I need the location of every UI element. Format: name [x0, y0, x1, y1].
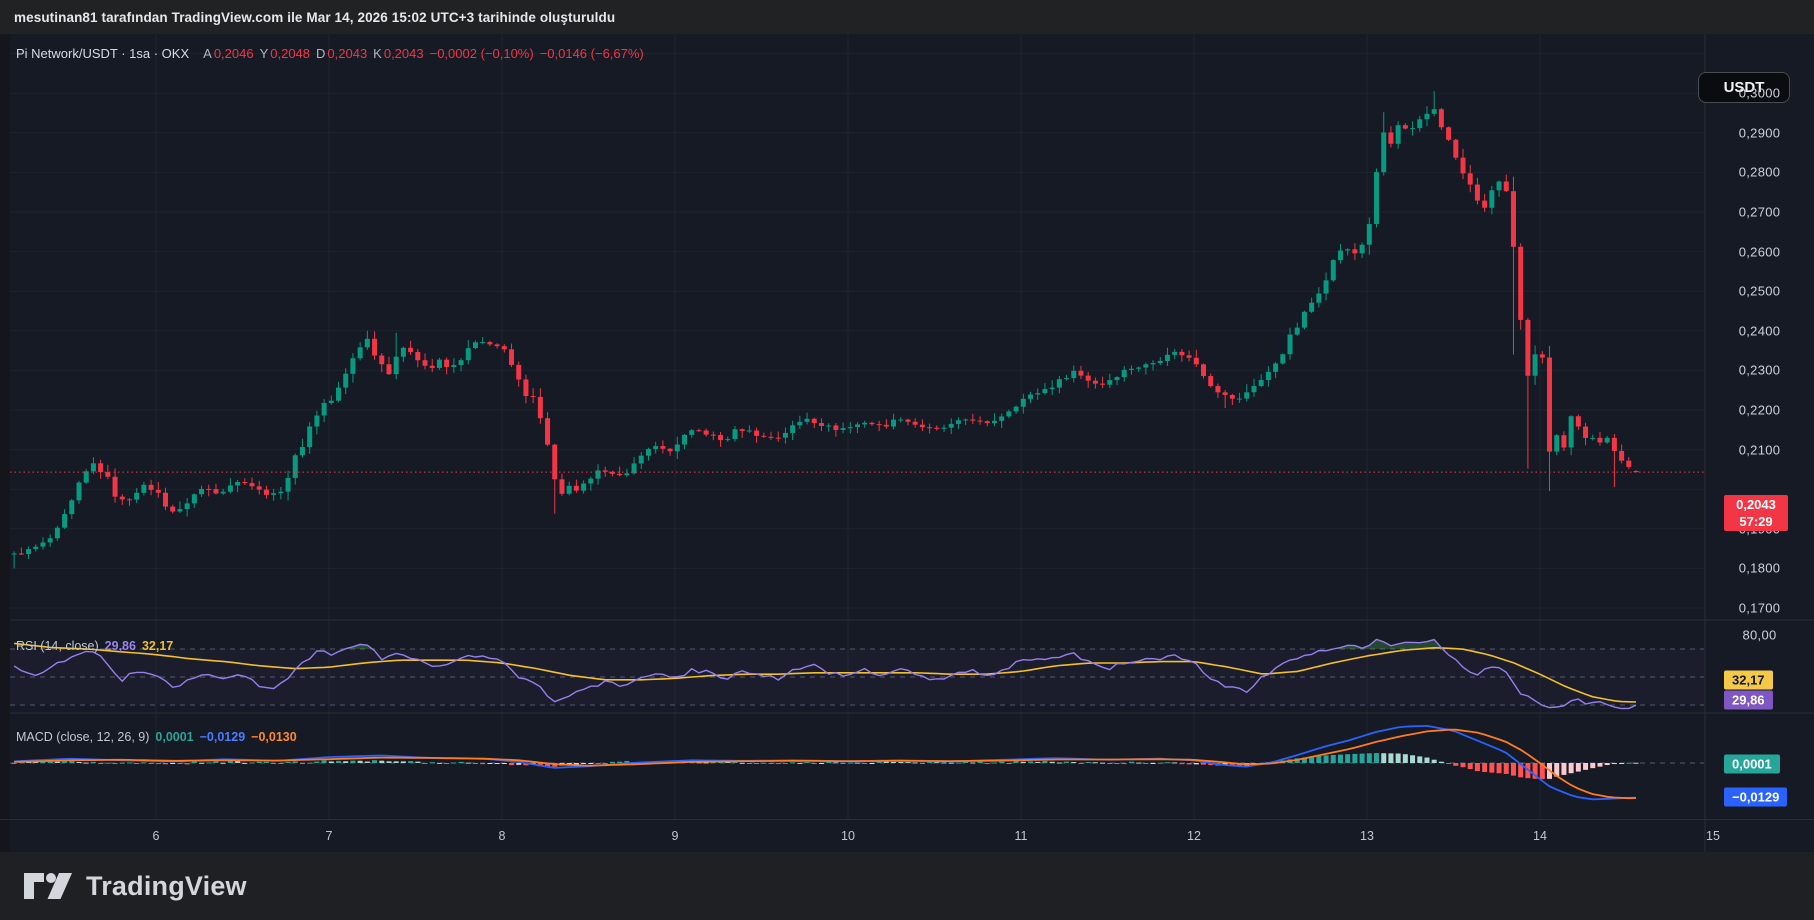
price-tick-label: 0,2800 [1738, 164, 1781, 180]
ohlc-low-value: 0,2043 [327, 46, 368, 61]
tradingview-logo-icon [24, 873, 72, 899]
currency-toggle-label: USDT [1723, 79, 1765, 96]
price-tick-label: 0,1800 [1738, 560, 1781, 576]
macd-line-value: −0,0129 [199, 730, 246, 744]
ohlc-low-label: D [316, 46, 326, 61]
price-tick-label: 0,2400 [1738, 323, 1781, 339]
currency-toggle-button[interactable]: USDT [1698, 72, 1790, 103]
price-tick-label: 0,2300 [1738, 362, 1781, 378]
symbol-legend[interactable]: Pi Network/USDT · 1sa · OKX A 0,2046 Y 0,2… [16, 46, 644, 61]
rsi-line-value: 29,86 [104, 639, 136, 653]
ohlc-high-value: 0,2048 [270, 46, 311, 61]
macd-pane [10, 724, 1704, 801]
symbol-title[interactable]: Pi Network/USDT · 1sa · OKX [16, 46, 190, 61]
time-tick-label: 8 [498, 829, 506, 843]
price-tick-label: 0,3000 [1738, 85, 1781, 101]
macd-legend[interactable]: MACD (close, 12, 26, 9) 0,0001 −0,0129 −… [16, 730, 297, 744]
macd-hist-value: 0,0001 [155, 730, 194, 744]
macd-signal-line [14, 728, 1637, 800]
grid-lines [10, 34, 1704, 819]
macd-signal-value: −0,0130 [251, 730, 297, 744]
candlesticks [11, 91, 1639, 569]
time-tick-label: 15 [1706, 829, 1720, 843]
rsi-overbought-fill [14, 639, 1637, 649]
time-tick-label: 6 [152, 829, 160, 843]
tradingview-logo[interactable]: TradingView [0, 869, 247, 903]
bar-change-value: −0,0002 (−0,10%) [429, 46, 534, 61]
time-tick-label: 7 [325, 829, 333, 843]
current-price-label: 0,2043 57:29 [1724, 495, 1788, 531]
current-price-value: 0,2043 [1736, 497, 1776, 512]
price-tick-label: 0,2600 [1738, 244, 1781, 260]
time-axis[interactable]: 6 7 8 9 10 11 12 13 14 15 [0, 819, 1814, 852]
macd-title[interactable]: MACD (close, 12, 26, 9) [16, 730, 150, 744]
time-tick-label: 12 [1187, 829, 1201, 843]
price-tick-label: 0,2200 [1738, 402, 1781, 418]
macd-hist-axis-label: 0,0001 [1724, 754, 1780, 774]
rsi-line-axis-label: 29,86 [1724, 690, 1773, 710]
rsi-ma-value: 32,17 [141, 639, 174, 653]
rsi-ma-line [14, 642, 1637, 703]
bar-countdown: 57:29 [1739, 514, 1773, 529]
ohlc-close-label: K [373, 46, 382, 61]
tradingview-logo-text: TradingView [86, 870, 247, 901]
price-tick-label: 0,2700 [1738, 204, 1781, 220]
ohlc-high-label: Y [259, 46, 269, 61]
chart-region[interactable]: Pi Network/USDT · 1sa · OKX A 0,2046 Y 0,2… [0, 34, 1814, 852]
price-tick-label: 0,2100 [1738, 442, 1781, 458]
time-tick-label: 14 [1533, 829, 1547, 843]
attribution-bar: mesutinan81 tarafından TradingView.com i… [0, 0, 1814, 34]
ohlc-close-value: 0,2043 [383, 46, 424, 61]
time-tick-label: 10 [841, 829, 855, 843]
rsi-title[interactable]: RSI (14, close) [16, 639, 99, 653]
macd-line-axis-label: −0,0129 [1724, 787, 1788, 807]
price-tick-label: 0,2900 [1738, 125, 1781, 141]
rsi-line [13, 638, 1637, 710]
rsi-legend[interactable]: RSI (14, close) 29,86 32,17 [16, 639, 173, 653]
left-rail [0, 34, 10, 852]
attribution-text: mesutinan81 tarafından TradingView.com i… [14, 9, 616, 25]
time-tick-label: 9 [671, 829, 679, 843]
ohlc-open-label: A [203, 46, 212, 61]
price-tick-label: 0,1700 [1738, 600, 1781, 616]
time-tick-label: 13 [1360, 829, 1374, 843]
footer-bar: TradingView [0, 852, 1814, 920]
price-tick-label: 0,2500 [1738, 283, 1781, 299]
ohlc-open-value: 0,2046 [213, 46, 254, 61]
chart-canvas[interactable] [0, 34, 1814, 852]
rsi-scale-top-label: 80,00 [1742, 627, 1777, 643]
session-change-value: −0,0146 (−6,67%) [539, 46, 644, 61]
rsi-pane [10, 638, 1704, 710]
rsi-ma-axis-label: 32,17 [1724, 670, 1773, 690]
time-tick-label: 11 [1014, 829, 1028, 843]
